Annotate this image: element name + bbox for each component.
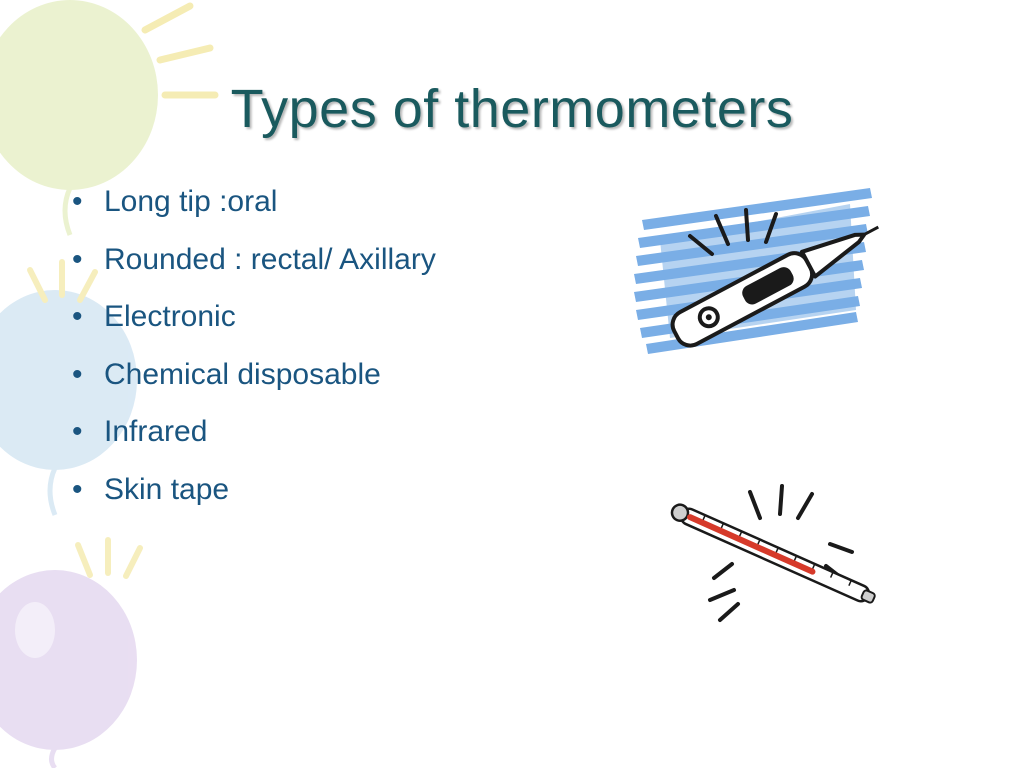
slide-title: Types of thermometers <box>0 78 1024 140</box>
list-item: Chemical disposable <box>72 353 452 397</box>
list-item: Long tip :oral <box>72 180 452 224</box>
bullet-list: Long tip :oral Rounded : rectal/ Axillar… <box>72 180 452 525</box>
list-item: Rounded : rectal/ Axillary <box>72 238 452 282</box>
digital-thermometer-icon <box>620 180 900 380</box>
list-item: Skin tape <box>72 468 452 512</box>
slide: Types of thermometers Long tip :oral Rou… <box>0 0 1024 768</box>
glass-thermometer-icon <box>660 470 890 630</box>
list-item: Electronic <box>72 295 452 339</box>
list-item: Infrared <box>72 410 452 454</box>
